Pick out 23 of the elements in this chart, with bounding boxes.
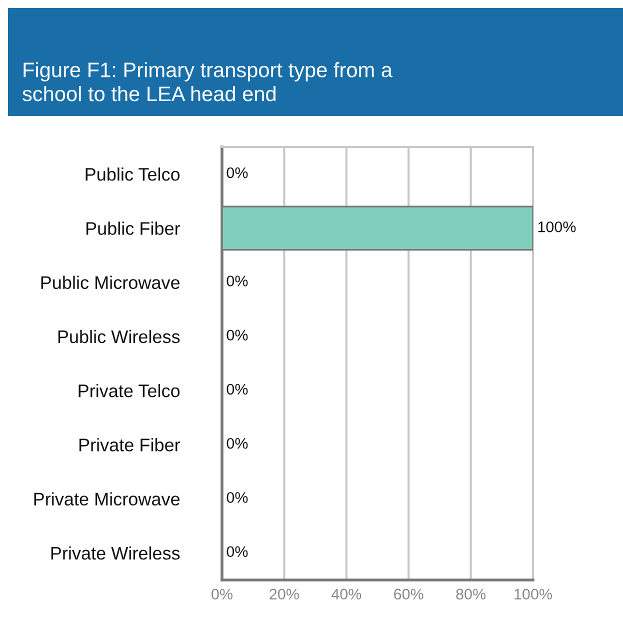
x-tick-label: 0%: [212, 588, 232, 600]
y-tick-label: Private Telco: [78, 384, 180, 398]
y-tick-label: Private Fiber: [79, 438, 180, 452]
x-tick-label: 40%: [331, 588, 362, 600]
data-label: 0%: [226, 276, 248, 286]
x-tick-label: 80%: [456, 588, 486, 600]
data-label: 0%: [226, 384, 248, 395]
data-label: 100%: [538, 221, 576, 232]
chart-title: Figure F1: Primary transport type from a school to the LEA head end: [22, 62, 392, 102]
x-tick-label: 20%: [270, 588, 299, 600]
data-label: 0%: [226, 546, 248, 558]
y-tick-label: Private Microwave: [34, 492, 180, 506]
y-tick-label: Public Microwave: [41, 276, 180, 290]
y-tick-label: Public Wireless: [58, 330, 180, 344]
y-tick-label: Public Telco: [86, 168, 180, 181]
data-label: 0%: [226, 492, 248, 503]
y-tick-label: Public Fiber: [86, 222, 180, 235]
x-tick-label: 60%: [394, 588, 424, 600]
x-tick-label: 100%: [514, 588, 552, 600]
y-tick-label: Private Wireless: [51, 546, 180, 560]
data-label: 0%: [226, 438, 248, 449]
data-label: 0%: [226, 167, 248, 178]
data-label: 0%: [226, 330, 248, 341]
